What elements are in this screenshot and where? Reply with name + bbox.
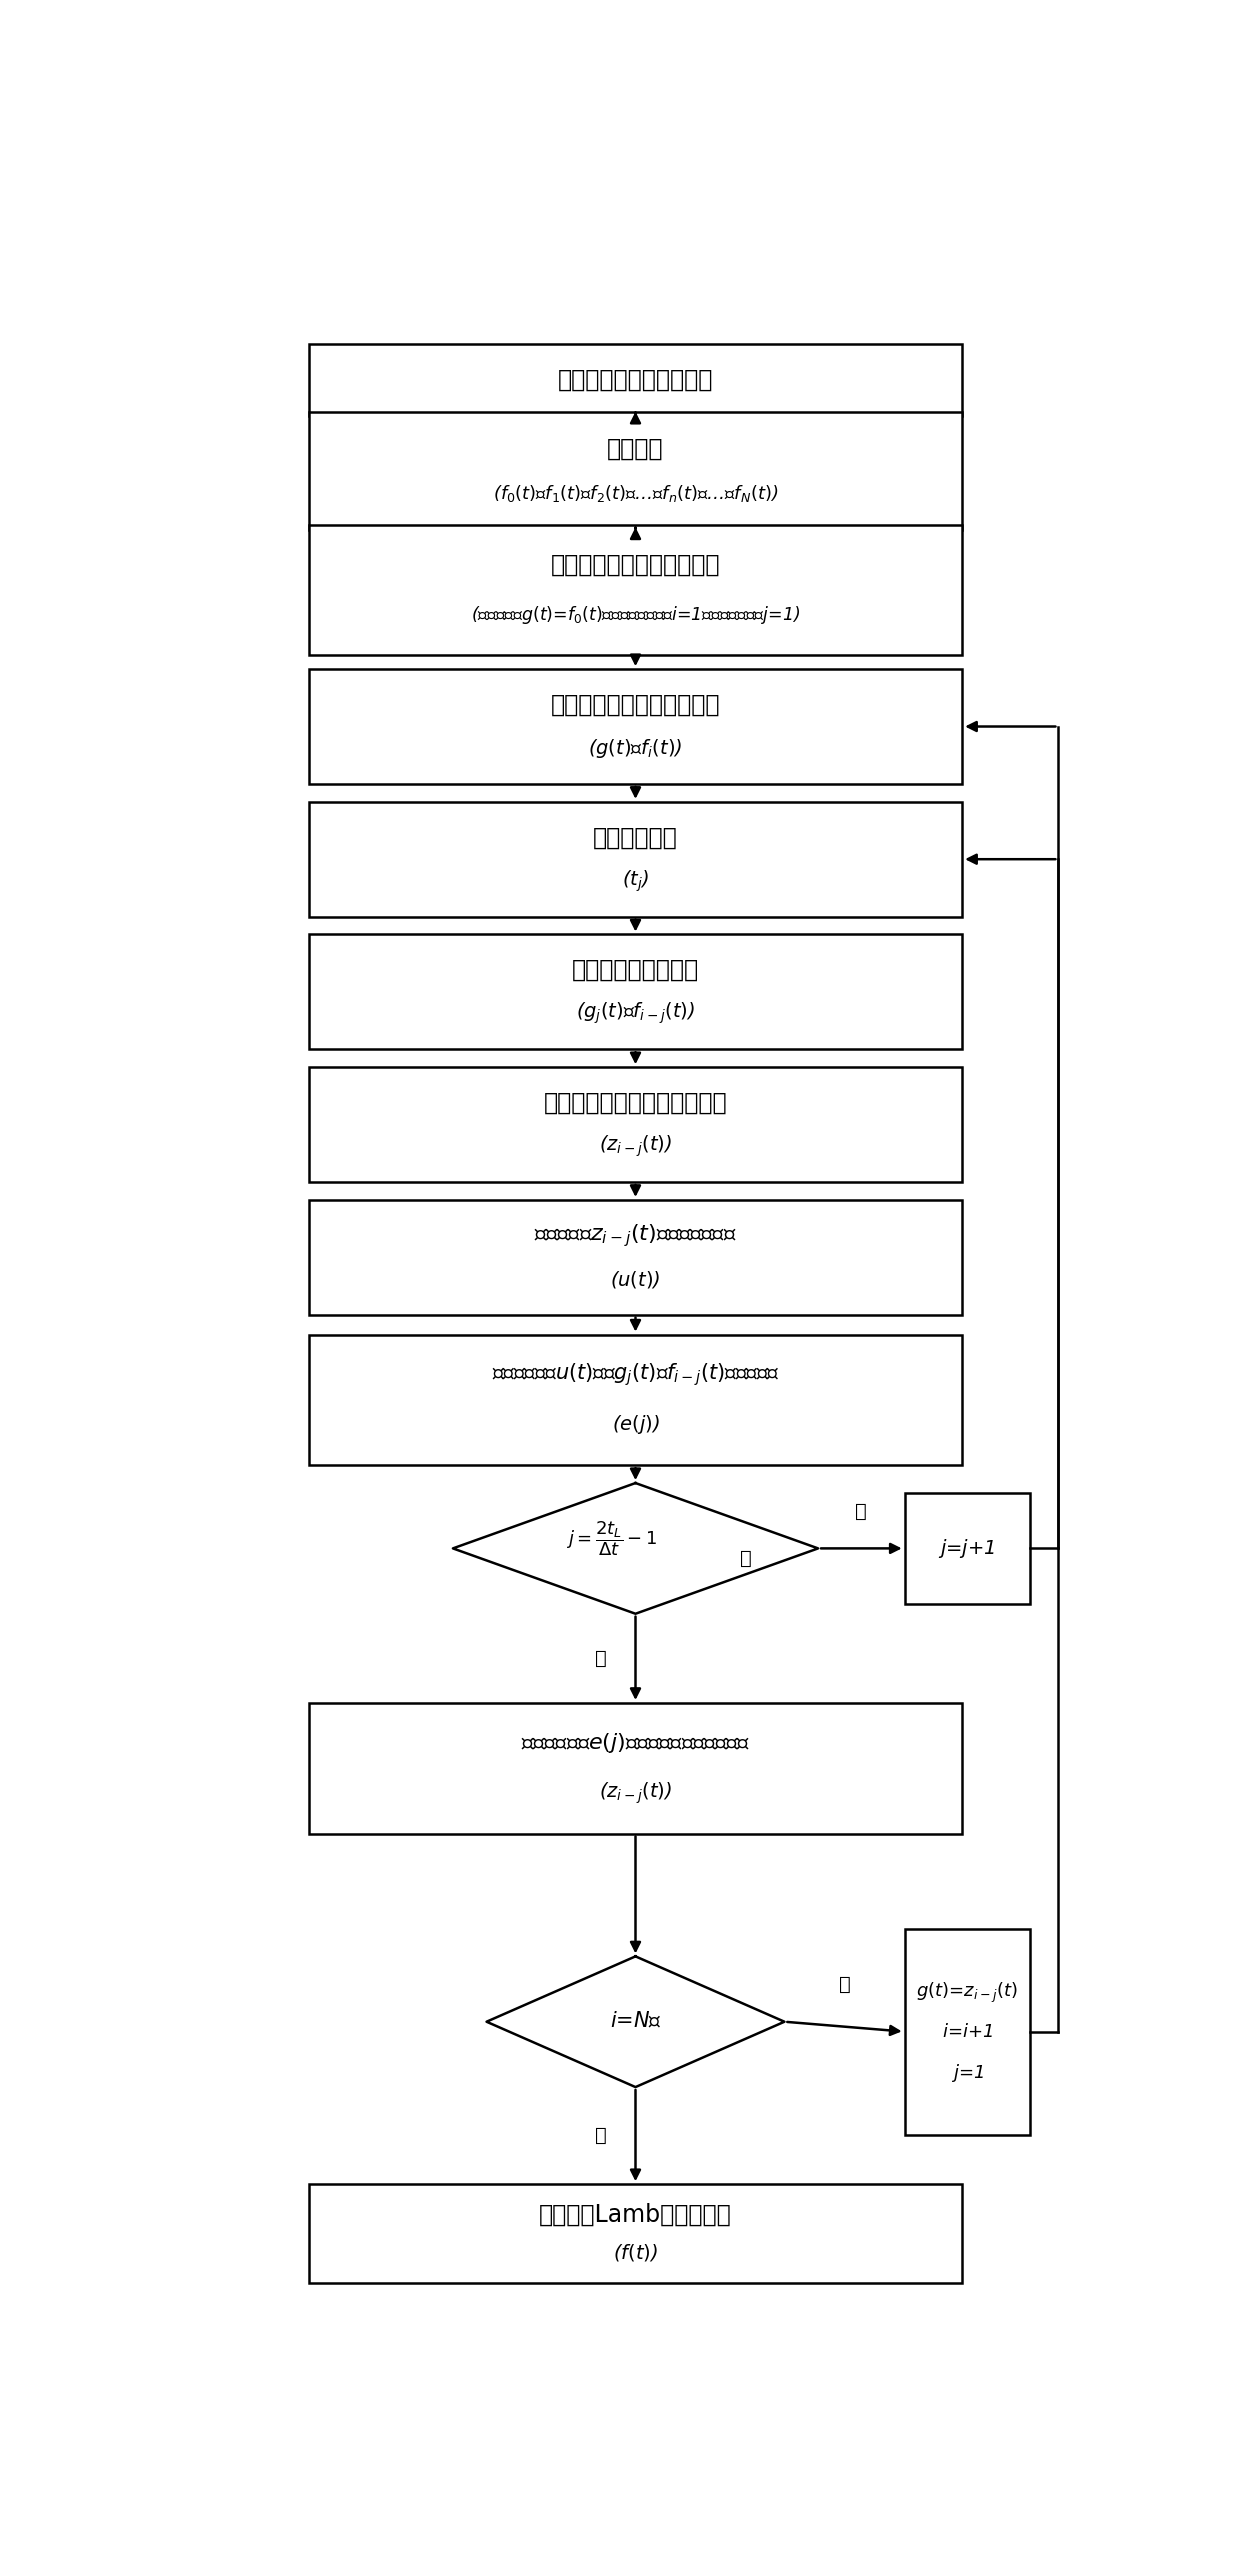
- Text: ？: ？: [740, 1548, 751, 1569]
- Text: 同步采集: 同步采集: [608, 437, 663, 460]
- Bar: [309, 1199, 962, 1314]
- Text: 布置线形压电传感器阵列: 布置线形压电传感器阵列: [558, 368, 713, 391]
- Text: 计算延迟时间: 计算延迟时间: [593, 826, 678, 849]
- Text: 选取待补偿信号和补偿信号: 选取待补偿信号和补偿信号: [551, 692, 720, 718]
- Text: $i$=$i$+1: $i$=$i$+1: [941, 2022, 992, 2040]
- Text: 否: 否: [838, 1975, 851, 1993]
- Bar: [905, 1492, 1029, 1605]
- Text: $j$=$j$+1: $j$=$j$+1: [939, 1538, 996, 1559]
- Bar: [309, 2184, 962, 2284]
- Text: ($z_{i-j}(t)$): ($z_{i-j}(t)$): [599, 1134, 672, 1160]
- Bar: [309, 412, 962, 530]
- Bar: [309, 934, 962, 1049]
- Text: 是: 是: [595, 1649, 606, 1667]
- Text: ($z_{i-j}(t)$): ($z_{i-j}(t)$): [599, 1780, 672, 1806]
- Text: $j$=1: $j$=1: [951, 2063, 983, 2083]
- Bar: [905, 1929, 1029, 2135]
- Text: 是: 是: [595, 2127, 606, 2145]
- Bar: [309, 669, 962, 784]
- Text: ($f(t)$): ($f(t)$): [613, 2243, 658, 2263]
- Text: ($f_0(t)$、$f_1(t)$、$f_2(t)$、…、$f_n(t)$、…、$f_N(t)$): ($f_0(t)$、$f_1(t)$、$f_2(t)$、…、$f_n(t)$、……: [492, 484, 779, 504]
- Bar: [309, 802, 962, 916]
- Text: 将时间延迟后的信号进行合成: 将时间延迟后的信号进行合成: [543, 1091, 728, 1114]
- Bar: [309, 1067, 962, 1183]
- Text: $g(t)$=$z_{i-j}(t)$: $g(t)$=$z_{i-j}(t)$: [916, 1980, 1018, 2004]
- Text: $i$=$N$？: $i$=$N$？: [610, 2011, 661, 2032]
- Text: ($e(j)$): ($e(j)$): [611, 1412, 660, 1435]
- Bar: [309, 345, 962, 417]
- Text: (待补偿信号$g(t)$=$f_0(t)$，补偿传感器编号$i$=1，时间延迟单位$j$=1): (待补偿信号$g(t)$=$f_0(t)$，补偿传感器编号$i$=1，时间延迟单…: [471, 604, 800, 625]
- Text: 对信号进行时间延迟: 对信号进行时间延迟: [572, 957, 699, 983]
- Text: ($g(t)$，$f_i(t)$): ($g(t)$，$f_i(t)$): [588, 736, 683, 759]
- Text: 求取合成误差$e(j)$最小值点对应的合成信号: 求取合成误差$e(j)$最小值点对应的合成信号: [521, 1731, 750, 1754]
- Bar: [309, 525, 962, 656]
- Text: $j = \dfrac{2t_L}{\Delta t} - 1$: $j = \dfrac{2t_L}{\Delta t} - 1$: [565, 1520, 657, 1559]
- Text: 否: 否: [856, 1502, 867, 1520]
- Text: ($u(t)$): ($u(t)$): [610, 1268, 661, 1289]
- Text: ($g_j(t)$，$f_{i-j}(t)$): ($g_j(t)$，$f_{i-j}(t)$): [575, 1001, 696, 1026]
- Text: 使用拟合公式$u(t)$计算$g_j(t)$和$f_{i-j}(t)$的合成误差: 使用拟合公式$u(t)$计算$g_j(t)$和$f_{i-j}(t)$的合成误差: [492, 1361, 779, 1389]
- Text: 补偿后的Lamb波传感信号: 补偿后的Lamb波传感信号: [539, 2202, 732, 2227]
- Bar: [309, 1335, 962, 1466]
- Text: ($t_j$): ($t_j$): [622, 869, 649, 895]
- Bar: [309, 1703, 962, 1834]
- Text: 对信号处理程序进行初始化: 对信号处理程序进行初始化: [551, 553, 720, 576]
- Text: 对合成信号$z_{i-j}(t)$进行多项式拟合: 对合成信号$z_{i-j}(t)$进行多项式拟合: [534, 1222, 737, 1250]
